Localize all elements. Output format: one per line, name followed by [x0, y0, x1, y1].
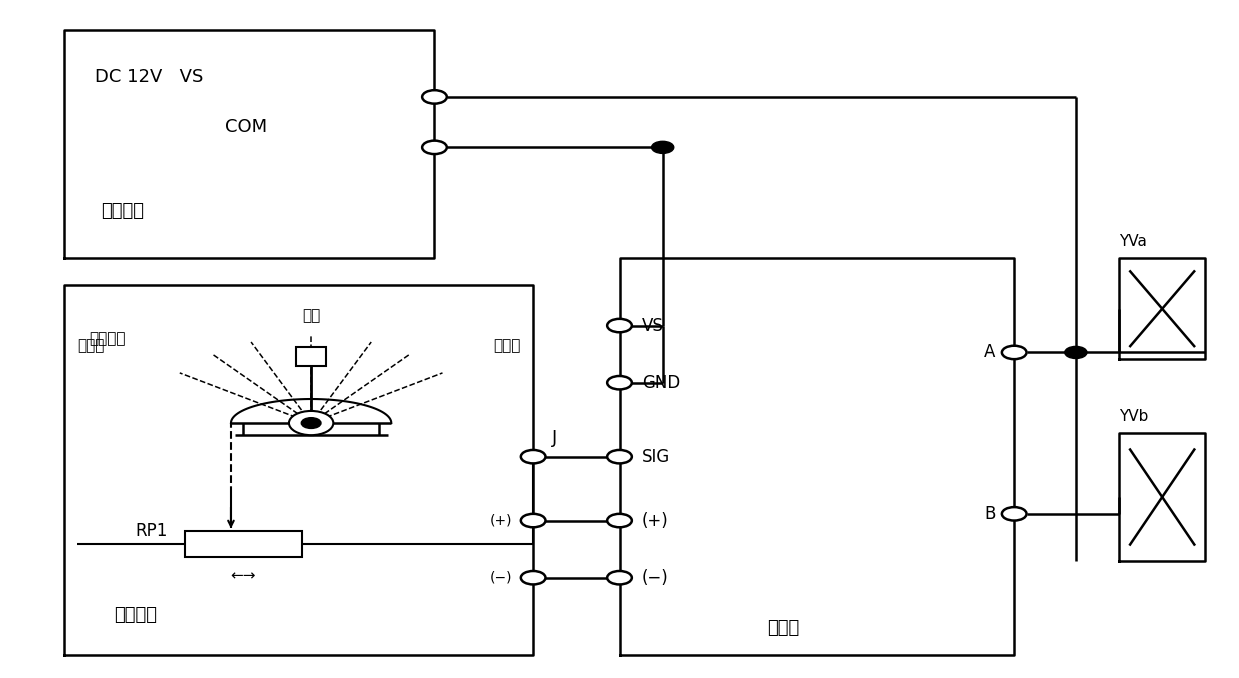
Text: VS: VS	[642, 317, 664, 334]
Text: (−): (−)	[642, 569, 669, 586]
Bar	[296, 347, 326, 366]
Circle shape	[422, 90, 447, 104]
Circle shape	[607, 450, 632, 463]
Text: SIG: SIG	[642, 447, 670, 466]
Text: 直流电源: 直流电源	[102, 202, 145, 220]
Circle shape	[1002, 346, 1027, 359]
Circle shape	[422, 140, 447, 154]
Circle shape	[1002, 507, 1027, 521]
Circle shape	[607, 514, 632, 527]
Text: (+): (+)	[489, 513, 513, 527]
Text: J: J	[551, 429, 556, 447]
Circle shape	[520, 514, 545, 527]
Text: B: B	[984, 505, 996, 523]
Circle shape	[607, 319, 632, 332]
Text: 逆时针: 逆时针	[77, 338, 104, 353]
Circle shape	[301, 418, 321, 428]
Circle shape	[652, 141, 674, 153]
Text: 机械手柄: 机械手柄	[89, 332, 125, 346]
Circle shape	[607, 376, 632, 389]
Text: GND: GND	[642, 374, 680, 392]
Circle shape	[607, 571, 632, 584]
Circle shape	[1064, 346, 1087, 359]
Text: (−): (−)	[489, 571, 513, 584]
Text: ←→: ←→	[230, 568, 256, 583]
Text: A: A	[984, 344, 996, 361]
Circle shape	[520, 450, 545, 463]
Circle shape	[289, 411, 333, 435]
Bar	[185, 532, 302, 557]
Text: RP1: RP1	[135, 521, 167, 540]
Text: 顺时针: 顺时针	[493, 338, 520, 353]
Text: COM: COM	[224, 118, 266, 136]
Text: DC 12V   VS: DC 12V VS	[95, 68, 203, 85]
Text: 中位: 中位	[302, 308, 320, 323]
Text: (+): (+)	[642, 512, 669, 530]
Circle shape	[520, 571, 545, 584]
Text: 放大器: 放大器	[767, 619, 799, 637]
Text: 电控手柄: 电控手柄	[114, 605, 157, 624]
Text: YVb: YVb	[1119, 409, 1149, 424]
Text: YVa: YVa	[1119, 234, 1147, 249]
